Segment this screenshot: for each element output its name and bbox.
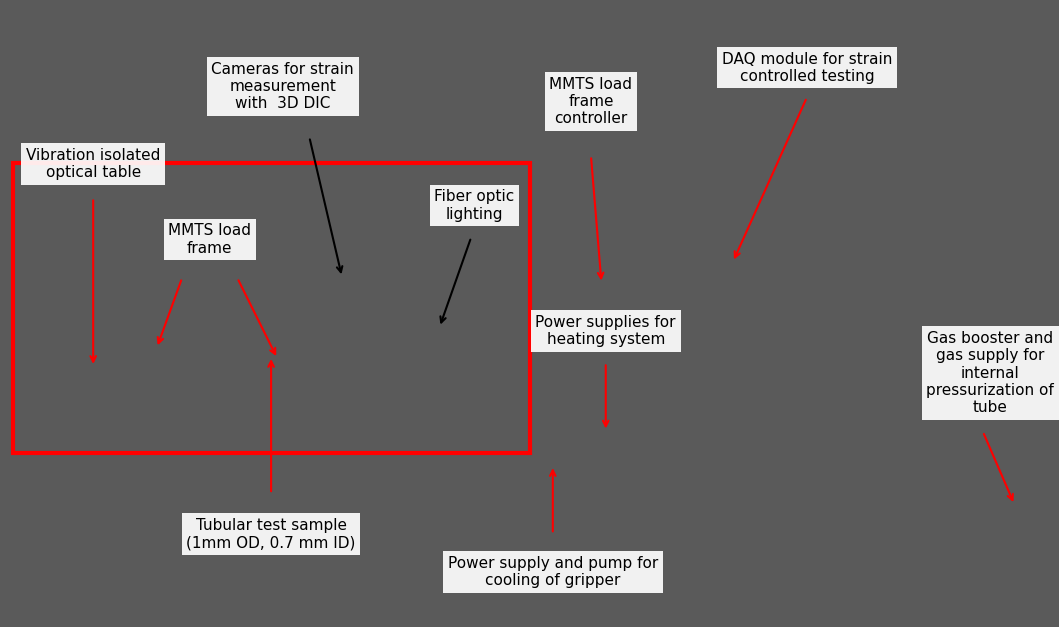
Text: Gas booster and
gas supply for
internal
pressurization of
tube: Gas booster and gas supply for internal … — [927, 331, 1054, 415]
Text: Power supplies for
heating system: Power supplies for heating system — [536, 315, 676, 347]
Text: Tubular test sample
(1mm OD, 0.7 mm ID): Tubular test sample (1mm OD, 0.7 mm ID) — [186, 518, 356, 551]
Text: Fiber optic
lighting: Fiber optic lighting — [434, 189, 515, 222]
Text: DAQ module for strain
controlled testing: DAQ module for strain controlled testing — [722, 51, 892, 84]
Text: Vibration isolated
optical table: Vibration isolated optical table — [26, 148, 160, 181]
Bar — [13, 163, 530, 453]
Text: MMTS load
frame
controller: MMTS load frame controller — [550, 76, 632, 127]
Text: MMTS load
frame: MMTS load frame — [168, 223, 251, 256]
Text: Power supply and pump for
cooling of gripper: Power supply and pump for cooling of gri… — [448, 556, 658, 588]
Text: Cameras for strain
measurement
with  3D DIC: Cameras for strain measurement with 3D D… — [212, 61, 354, 112]
